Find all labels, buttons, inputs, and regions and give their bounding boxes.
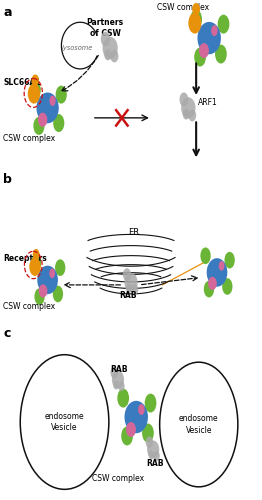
- Text: CSW complex: CSW complex: [92, 474, 144, 484]
- Ellipse shape: [188, 12, 201, 34]
- Ellipse shape: [39, 284, 47, 298]
- Text: RAB: RAB: [110, 364, 128, 374]
- Text: Partners
of CSW: Partners of CSW: [86, 18, 123, 38]
- Text: c: c: [3, 328, 11, 340]
- Ellipse shape: [219, 261, 225, 270]
- Ellipse shape: [207, 258, 227, 286]
- Ellipse shape: [104, 49, 111, 60]
- Ellipse shape: [147, 440, 159, 458]
- Ellipse shape: [111, 366, 118, 378]
- Ellipse shape: [28, 84, 40, 103]
- Text: ARF1: ARF1: [198, 98, 217, 108]
- Text: ER: ER: [128, 228, 139, 236]
- Ellipse shape: [29, 258, 41, 276]
- Ellipse shape: [53, 286, 63, 302]
- Ellipse shape: [36, 92, 59, 124]
- Ellipse shape: [181, 98, 195, 118]
- Ellipse shape: [33, 117, 45, 135]
- Ellipse shape: [215, 44, 227, 64]
- Ellipse shape: [101, 32, 110, 46]
- Ellipse shape: [50, 96, 56, 106]
- Ellipse shape: [142, 424, 154, 442]
- Ellipse shape: [138, 404, 145, 415]
- Ellipse shape: [123, 268, 131, 281]
- Text: RAB: RAB: [147, 460, 164, 468]
- Ellipse shape: [204, 281, 214, 297]
- Ellipse shape: [200, 248, 211, 264]
- Ellipse shape: [153, 451, 160, 461]
- Ellipse shape: [34, 288, 45, 305]
- Text: CSW complex: CSW complex: [3, 134, 56, 143]
- Text: CSW complex: CSW complex: [3, 302, 56, 312]
- Ellipse shape: [38, 112, 47, 127]
- Ellipse shape: [102, 37, 118, 60]
- Ellipse shape: [31, 255, 41, 272]
- Ellipse shape: [194, 48, 206, 66]
- Ellipse shape: [55, 260, 66, 276]
- Ellipse shape: [131, 284, 138, 295]
- Ellipse shape: [126, 284, 132, 293]
- Text: CSW complex: CSW complex: [157, 3, 209, 12]
- Ellipse shape: [37, 266, 58, 294]
- Ellipse shape: [192, 3, 200, 16]
- Ellipse shape: [126, 422, 136, 437]
- Text: SLC66A1: SLC66A1: [3, 78, 41, 87]
- Text: RAB: RAB: [120, 292, 137, 300]
- Ellipse shape: [146, 436, 153, 448]
- Ellipse shape: [118, 381, 125, 391]
- Ellipse shape: [198, 22, 221, 54]
- Ellipse shape: [121, 426, 133, 446]
- Text: Receptors: Receptors: [3, 254, 47, 263]
- Ellipse shape: [110, 50, 118, 62]
- Ellipse shape: [33, 249, 40, 260]
- Ellipse shape: [179, 92, 188, 106]
- Ellipse shape: [124, 401, 148, 433]
- Ellipse shape: [30, 81, 41, 99]
- Ellipse shape: [56, 86, 67, 103]
- Ellipse shape: [112, 370, 124, 388]
- Text: a: a: [3, 6, 12, 18]
- Text: b: b: [3, 172, 12, 186]
- Ellipse shape: [124, 272, 138, 292]
- Ellipse shape: [49, 268, 55, 278]
- Ellipse shape: [225, 252, 235, 268]
- Text: lysosome: lysosome: [62, 45, 93, 51]
- Ellipse shape: [199, 43, 209, 58]
- Ellipse shape: [149, 450, 154, 460]
- Ellipse shape: [117, 388, 129, 407]
- Ellipse shape: [31, 74, 39, 86]
- Ellipse shape: [145, 394, 156, 412]
- Ellipse shape: [113, 380, 119, 390]
- Text: endosome
Vesicle: endosome Vesicle: [179, 414, 219, 435]
- Ellipse shape: [218, 14, 229, 34]
- Ellipse shape: [188, 110, 196, 122]
- Ellipse shape: [190, 10, 202, 29]
- Text: endosome
Vesicle: endosome Vesicle: [45, 412, 84, 432]
- Ellipse shape: [211, 25, 218, 36]
- Ellipse shape: [208, 277, 217, 290]
- Ellipse shape: [222, 278, 232, 295]
- Ellipse shape: [53, 114, 64, 132]
- Ellipse shape: [183, 109, 189, 120]
